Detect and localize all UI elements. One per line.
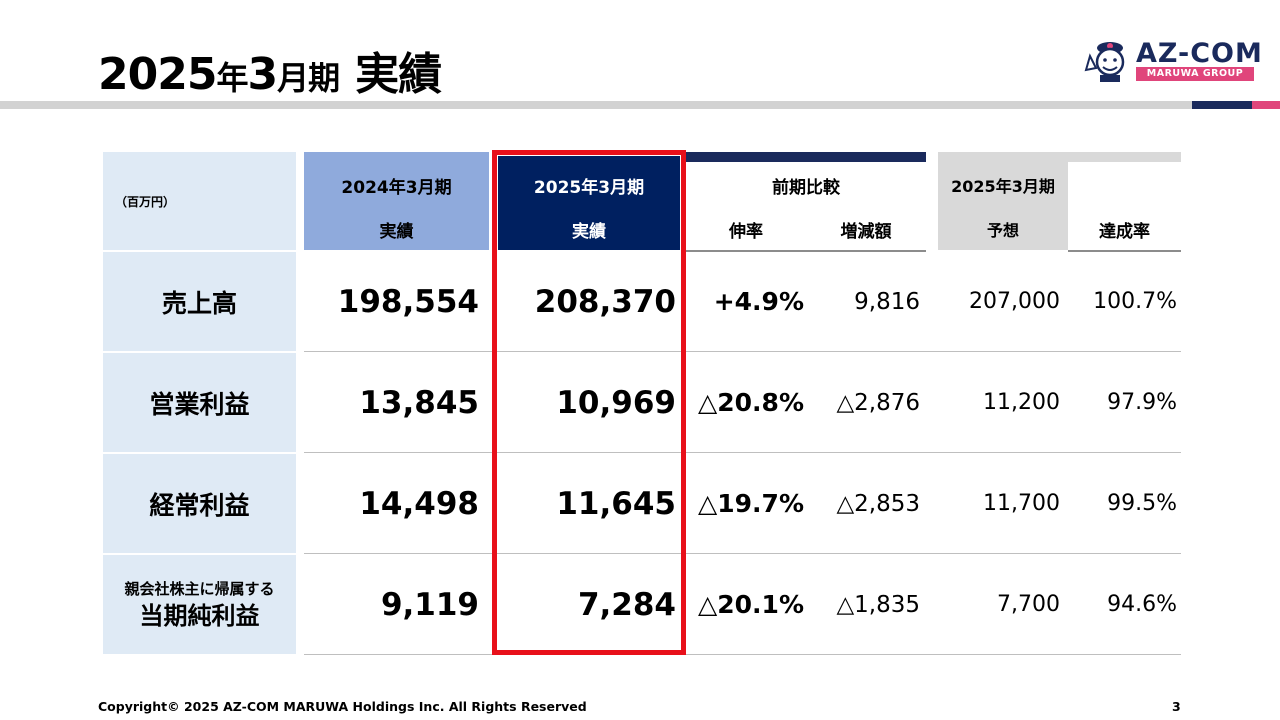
col-header-fy2024 [304,152,489,250]
row-divider [304,351,1181,352]
sales-growth: +4.9% [713,287,804,316]
col-header-forecast [938,152,1068,250]
logo-text: AZ-COM [1136,38,1263,69]
row-divider [304,553,1181,554]
header-accent-pink [1252,101,1280,109]
row-label-ordinary-profit: 経常利益 [103,454,296,553]
col-header-fy2025-top: 2025年3月期 [533,177,645,198]
sales-fy2024: 198,554 [337,283,479,320]
unit-cell: （百万円） [103,152,296,250]
net-income-growth: △20.1% [698,590,804,619]
operating-profit-fy2024: 13,845 [359,384,479,421]
achievement-header-bar [1068,152,1181,162]
net-income-change: △1,835 [836,591,920,618]
operating-profit-fy2025: 10,969 [556,384,676,421]
copyright-text: Copyright© 2025 AZ-COM MARUWA Holdings I… [98,699,587,714]
row-label-net-income-main: 当期純利益 [139,601,260,630]
unit-label: （百万円） [115,194,176,209]
page-number: 3 [1172,699,1181,714]
net-income-forecast: 7,700 [997,592,1060,617]
mascot-logo-icon [1084,42,1125,82]
header-underline [686,250,926,252]
page-title: 2025年3月期 実績 [98,49,442,100]
row-divider [304,654,1181,655]
ordinary-profit-growth: △19.7% [698,489,804,518]
row-divider [304,452,1181,453]
ordinary-profit-fy2025: 11,645 [556,485,676,522]
ordinary-profit-fy2024: 14,498 [359,485,479,522]
net-income-fy2025: 7,284 [577,586,676,623]
comparison-header-bar [686,152,926,162]
col-header-forecast-bottom: 予想 [986,221,1019,240]
ordinary-profit-achievement: 99.5% [1107,491,1177,516]
col-header-forecast-top: 2025年3月期 [951,177,1055,196]
col-header-growth: 伸率 [729,221,763,242]
col-header-fy2025 [498,156,680,250]
net-income-achievement: 94.6% [1107,592,1177,617]
ordinary-profit-forecast: 11,700 [983,491,1060,516]
operating-profit-forecast: 11,200 [983,390,1060,415]
sales-fy2025: 208,370 [534,283,676,320]
operating-profit-change: △2,876 [836,389,920,416]
sales-change: 9,816 [854,288,920,315]
col-header-achievement: 達成率 [1099,221,1150,242]
col-header-comparison: 前期比較 [772,177,840,198]
net-income-fy2024: 9,119 [380,586,479,623]
col-header-fy2024-bottom: 実績 [379,221,414,242]
row-label-operating-profit: 営業利益 [103,353,296,452]
operating-profit-growth: △20.8% [698,388,804,417]
operating-profit-achievement: 97.9% [1107,390,1177,415]
col-header-change: 増減額 [840,221,892,242]
sales-achievement: 100.7% [1093,289,1177,314]
header-underline-right [1068,250,1181,252]
sales-forecast: 207,000 [969,289,1060,314]
col-header-fy2025-bottom: 実績 [572,221,606,242]
header-accent-navy [1192,101,1252,109]
header-divider [0,101,1280,109]
row-label-net-income-prefix: 親会社株主に帰属する [124,579,275,598]
company-logo: AZ-COM MARUWA GROUP [1080,38,1262,82]
ordinary-profit-change: △2,853 [836,490,920,517]
logo-subtext: MARUWA GROUP [1136,67,1254,81]
row-label-sales: 売上高 [103,252,296,351]
row-label-net-income: 親会社株主に帰属する 当期純利益 [103,555,296,654]
col-header-fy2024-top: 2024年3月期 [341,177,452,198]
